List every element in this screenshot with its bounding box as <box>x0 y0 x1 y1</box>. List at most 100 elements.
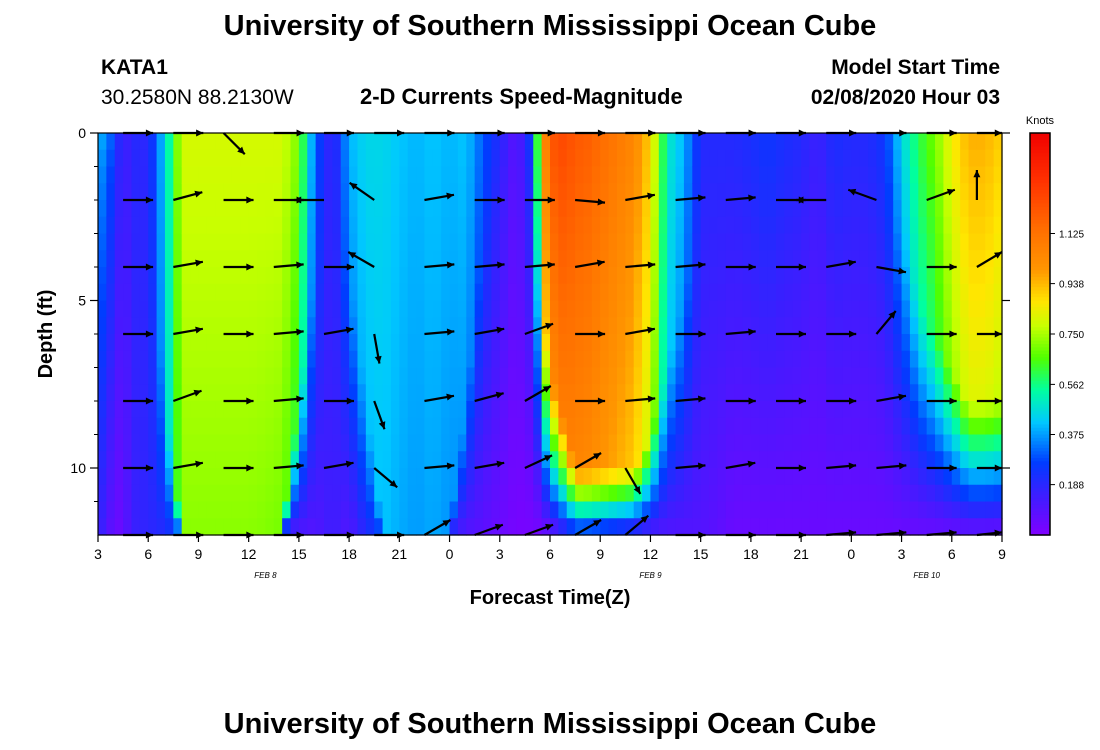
current-vector-head <box>296 328 304 336</box>
current-vector-head <box>446 261 455 269</box>
current-vector-head <box>494 523 503 531</box>
colorbar-title: Knots <box>1026 115 1055 127</box>
current-vector-head <box>446 192 454 200</box>
current-vector-head <box>346 397 354 405</box>
model-start-label: Model Start Time <box>831 56 1000 79</box>
current-vector-head <box>994 252 1002 259</box>
plot-title: 2-D Currents Speed-Magnitude <box>360 84 683 109</box>
current-vector-head <box>446 393 454 401</box>
current-vector-head <box>496 460 505 468</box>
current-vector-head <box>389 479 398 488</box>
current-vector-head <box>246 330 254 338</box>
current-vector-head <box>145 263 154 271</box>
current-vector-head <box>994 397 1002 405</box>
current-vector-head <box>697 462 706 470</box>
current-vector-head <box>748 397 756 405</box>
colorbar-tick-label: 0.750 <box>1059 330 1084 341</box>
current-vector-head <box>640 515 649 524</box>
current-vector-head <box>888 311 896 319</box>
current-vector-head <box>647 261 656 269</box>
station-id: KATA1 <box>101 56 168 79</box>
current-vector-head <box>195 460 203 468</box>
current-vector-head <box>647 326 655 334</box>
current-vector-head <box>849 330 857 338</box>
x-tick-label: 9 <box>596 546 604 562</box>
date-label: FEB 8 <box>254 571 277 580</box>
x-tick-label: 18 <box>341 546 357 562</box>
current-vector-head <box>349 182 358 190</box>
current-vector-head <box>547 196 555 204</box>
current-vector-head <box>946 188 955 196</box>
current-vector-head <box>898 462 907 470</box>
current-vector-head <box>195 326 203 334</box>
current-vector-head <box>545 523 554 531</box>
colorbar-tick-label: 0.562 <box>1059 380 1084 391</box>
y-axis-label: Depth (ft) <box>35 290 57 379</box>
current-vector-head <box>145 464 154 472</box>
current-vector-head <box>378 421 386 430</box>
x-tick-label: 9 <box>998 546 1006 562</box>
current-vector-head <box>193 389 202 397</box>
current-vector-head <box>848 259 856 267</box>
current-vector-head <box>748 328 756 336</box>
current-vector-head <box>545 322 554 330</box>
page-title-bottom: University of Southern Mississippi Ocean… <box>223 708 877 740</box>
date-label: FEB 9 <box>639 571 662 580</box>
date-label: FEB 10 <box>913 571 940 580</box>
current-vector-head <box>994 464 1002 472</box>
current-vector-head <box>949 330 957 338</box>
current-vector-head <box>848 462 857 470</box>
current-vector-head <box>798 464 806 472</box>
current-vector-head <box>542 386 551 393</box>
current-vector-head <box>697 194 706 202</box>
colorbar-tick-label: 0.375 <box>1059 431 1084 442</box>
current-vector-head <box>949 397 957 405</box>
x-tick-label: 3 <box>496 546 504 562</box>
current-vector-head <box>647 192 655 200</box>
current-vector-head <box>798 330 806 338</box>
current-vector-head <box>748 263 756 271</box>
current-vector-head <box>237 146 245 155</box>
current-vector-head <box>796 196 804 204</box>
current-vector-head <box>497 196 505 204</box>
current-vector-head <box>544 455 553 462</box>
current-vector-head <box>194 190 203 198</box>
current-vector-head <box>994 330 1002 338</box>
colorbar <box>1029 132 1051 536</box>
speed-heatmap <box>98 133 1003 536</box>
current-vector-head <box>246 263 254 271</box>
current-vector-head <box>898 393 906 401</box>
current-vector-head <box>348 252 357 259</box>
x-tick-label: 3 <box>94 546 102 562</box>
current-vector-head <box>798 263 806 271</box>
current-vector-head <box>195 259 203 267</box>
current-vector-head <box>697 395 706 403</box>
current-vector-head <box>374 355 382 364</box>
colorbar-tick-label: 0.188 <box>1059 481 1084 492</box>
colorbar-tick-label: 0.938 <box>1059 280 1084 291</box>
current-vector-head <box>698 330 706 338</box>
x-tick-label: 15 <box>693 546 709 562</box>
current-vector-head <box>296 395 304 403</box>
current-vector-head <box>345 326 354 334</box>
current-vector-head <box>246 397 254 405</box>
x-tick-label: 6 <box>948 546 956 562</box>
current-vector-head <box>597 397 606 405</box>
current-vector-head <box>747 460 756 468</box>
current-vector-head <box>798 397 806 405</box>
current-vector-head <box>145 196 154 204</box>
x-tick-label: 0 <box>446 546 454 562</box>
y-tick-label: 5 <box>78 293 86 309</box>
current-vector-head <box>596 259 605 267</box>
current-vector-head <box>296 261 304 269</box>
current-vector-head <box>294 196 302 204</box>
current-vector-head <box>145 397 154 405</box>
x-tick-label: 21 <box>392 546 408 562</box>
x-tick-label: 21 <box>793 546 809 562</box>
current-vector-head <box>446 462 455 470</box>
current-vector-head <box>145 330 154 338</box>
current-vector-head <box>647 395 656 403</box>
x-tick-label: 3 <box>898 546 906 562</box>
current-vector-head <box>898 267 906 275</box>
